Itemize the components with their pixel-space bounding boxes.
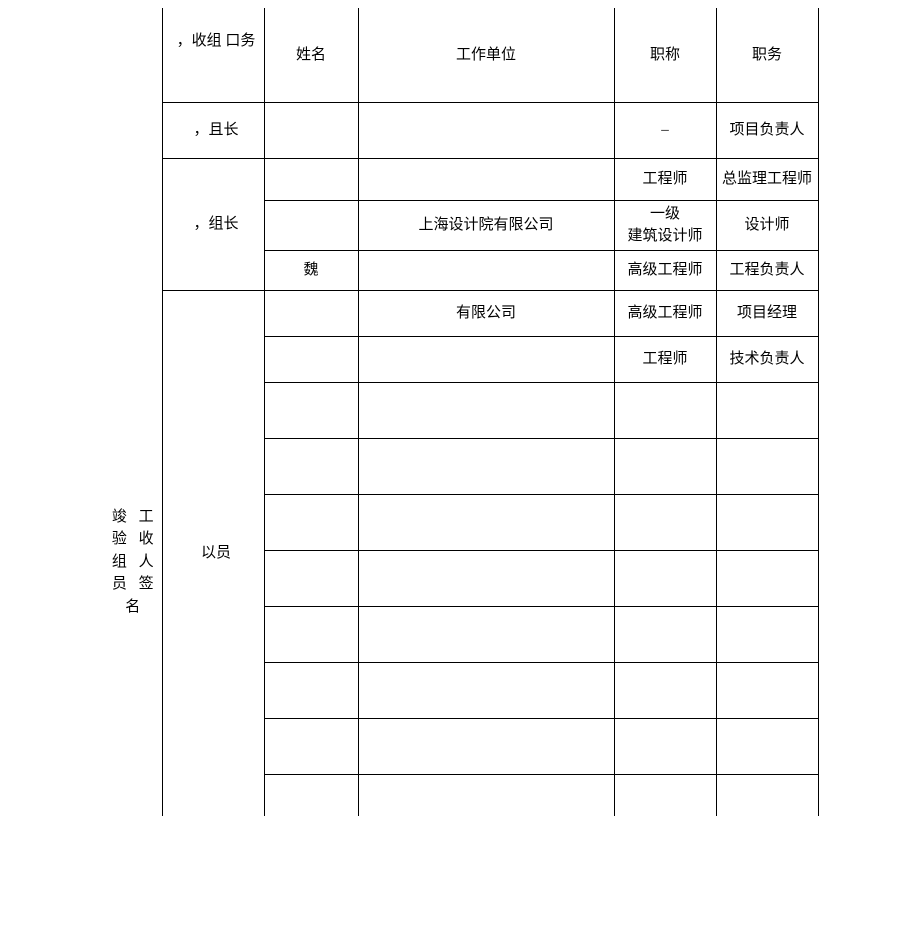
title-cell: [614, 718, 716, 774]
title-cell: [614, 438, 716, 494]
title-cell: 高级工程师: [614, 250, 716, 290]
duty-cell: 总监理工程师: [716, 158, 818, 200]
name-cell: 魏: [264, 250, 358, 290]
name-cell: [264, 662, 358, 718]
main-vertical-label: 竣 工 验 收 组 人 员 签 名: [108, 8, 162, 816]
title-cell: [614, 774, 716, 816]
name-cell: [264, 336, 358, 382]
header-duty: 职务: [716, 8, 818, 102]
duty-cell: 技术负责人: [716, 336, 818, 382]
title-cell: [614, 494, 716, 550]
org-cell: [358, 718, 614, 774]
title-cell: [614, 382, 716, 438]
table-row: 以员 有限公司 高级工程师 项目经理: [108, 290, 818, 336]
duty-cell: 项目负责人: [716, 102, 818, 158]
header-role: ，收组 口务: [162, 8, 264, 102]
role-cell: 以员: [162, 290, 264, 816]
table-row: ，且长 – 项目负责人: [108, 102, 818, 158]
duty-cell: [716, 382, 818, 438]
org-cell: [358, 102, 614, 158]
role-cell: ，组长: [162, 158, 264, 290]
main-label-line-2: 组 人: [108, 551, 162, 574]
org-cell: [358, 606, 614, 662]
role-cell: ，且长: [162, 102, 264, 158]
duty-cell: [716, 662, 818, 718]
duty-cell: [716, 718, 818, 774]
name-cell: [264, 382, 358, 438]
header-org: 工作单位: [358, 8, 614, 102]
duty-cell: [716, 494, 818, 550]
title-cell: 一级 建筑设计师: [614, 200, 716, 250]
duty-cell: [716, 606, 818, 662]
header-name: 姓名: [264, 8, 358, 102]
org-cell: 有限公司: [358, 290, 614, 336]
main-label-line-0: 竣 工: [108, 506, 162, 529]
name-cell: [264, 158, 358, 200]
org-cell: [358, 382, 614, 438]
org-cell: [358, 158, 614, 200]
name-cell: [264, 102, 358, 158]
duty-cell: [716, 438, 818, 494]
acceptance-signature-table: 竣 工 验 收 组 人 员 签 名 ，收组 口务 姓名 工作单位 职称 职务 ，…: [108, 8, 819, 816]
org-cell: [358, 336, 614, 382]
name-cell: [264, 438, 358, 494]
title-line2: 建筑设计师: [615, 225, 716, 248]
org-cell: [358, 438, 614, 494]
duty-cell: [716, 550, 818, 606]
main-label-line-4: 名: [108, 596, 162, 619]
org-cell: [358, 494, 614, 550]
header-title: 职称: [614, 8, 716, 102]
duty-cell: 项目经理: [716, 290, 818, 336]
main-label-line-3: 员 签: [108, 573, 162, 596]
title-cell: 工程师: [614, 336, 716, 382]
title-cell: [614, 662, 716, 718]
name-cell: [264, 606, 358, 662]
name-cell: [264, 494, 358, 550]
name-cell: [264, 718, 358, 774]
title-cell: [614, 550, 716, 606]
title-line1: 一级: [615, 203, 716, 226]
name-cell: [264, 290, 358, 336]
name-cell: [264, 200, 358, 250]
duty-cell: [716, 774, 818, 816]
duty-cell: 设计师: [716, 200, 818, 250]
title-cell: 工程师: [614, 158, 716, 200]
title-cell: [614, 606, 716, 662]
org-cell: [358, 662, 614, 718]
name-cell: [264, 774, 358, 816]
org-cell: [358, 250, 614, 290]
org-cell: [358, 774, 614, 816]
name-cell: [264, 550, 358, 606]
table-row: ，组长 工程师 总监理工程师: [108, 158, 818, 200]
org-cell: 上海设计院有限公司: [358, 200, 614, 250]
title-cell: –: [614, 102, 716, 158]
table-header-row: 竣 工 验 收 组 人 员 签 名 ，收组 口务 姓名 工作单位 职称 职务: [108, 8, 818, 102]
main-label-line-1: 验 收: [108, 528, 162, 551]
title-cell: 高级工程师: [614, 290, 716, 336]
duty-cell: 工程负责人: [716, 250, 818, 290]
org-cell: [358, 550, 614, 606]
